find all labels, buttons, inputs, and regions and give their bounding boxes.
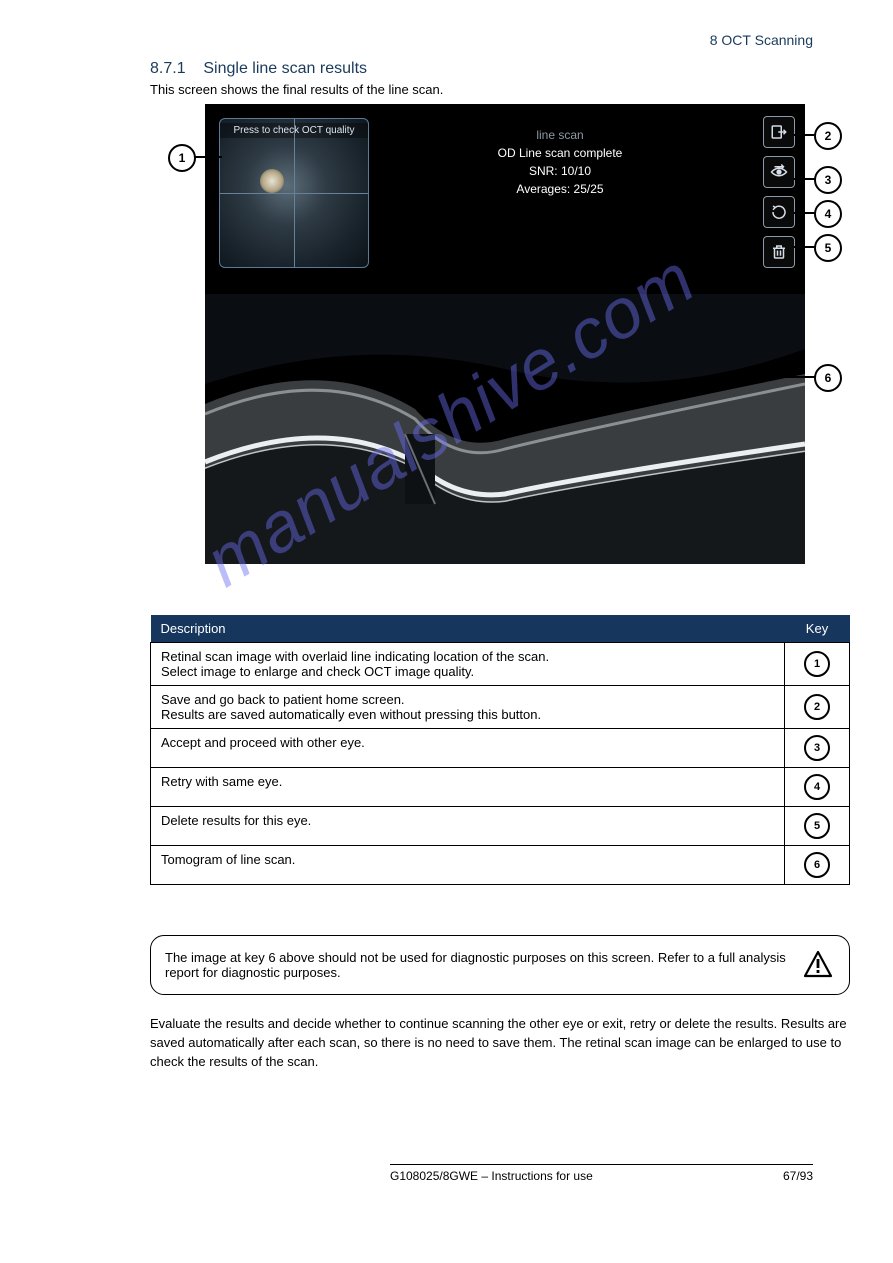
caution-box: The image at key 6 above should not be u… [150, 935, 850, 995]
legend-text: Retinal scan image with overlaid line in… [161, 649, 774, 664]
footer-page: 67/93 [783, 1169, 813, 1183]
body-para: Evaluate the results and decide whether … [150, 1015, 850, 1072]
legend-key: 2 [804, 694, 830, 720]
scan-snr: SNR: 10/10 [385, 162, 735, 180]
caution-text: The image at key 6 above should not be u… [165, 950, 786, 980]
footer-doc: G108025/8GWE – Instructions for use [390, 1169, 593, 1183]
legend-header-row: Description Key [151, 615, 850, 643]
legend-row: Delete results for this eye. 5 [151, 807, 850, 846]
oct-result-screenshot: Press to check OCT quality line scan OD … [205, 104, 805, 564]
legend-header-key: Key [785, 615, 850, 643]
callout-3: 3 [814, 166, 842, 194]
warning-icon [803, 950, 833, 981]
legend-row: Retry with same eye. 4 [151, 768, 850, 807]
legend-row: Accept and proceed with other eye. 3 [151, 729, 850, 768]
intro-text: This screen shows the final results of t… [150, 82, 443, 97]
legend-text: Retry with same eye. [151, 768, 785, 807]
callout-1: 1 [168, 144, 196, 172]
retry-button[interactable] [763, 196, 795, 228]
section-number: 8.7.1 [150, 60, 186, 77]
switch-eye-button[interactable] [763, 156, 795, 188]
legend-row: Save and go back to patient home screen.… [151, 686, 850, 729]
legend-key: 6 [804, 852, 830, 878]
callout-2: 2 [814, 122, 842, 150]
page-footer: G108025/8GWE – Instructions for use 67/9… [390, 1164, 813, 1183]
legend-key: 1 [804, 651, 830, 677]
legend-row: Tomogram of line scan. 6 [151, 846, 850, 885]
legend-text: Results are saved automatically even wit… [161, 707, 774, 722]
legend-text: Tomogram of line scan. [151, 846, 785, 885]
legend-text: Accept and proceed with other eye. [151, 729, 785, 768]
callout-6: 6 [814, 364, 842, 392]
header-section-no: 8 [710, 32, 718, 48]
legend-key: 3 [804, 735, 830, 761]
scan-info: line scan OD Line scan complete SNR: 10/… [385, 126, 735, 198]
scan-mode: line scan [385, 126, 735, 144]
legend-text: Select image to enlarge and check OCT im… [161, 664, 774, 679]
callout-4: 4 [814, 200, 842, 228]
legend-text: Save and go back to patient home screen. [161, 692, 774, 707]
legend-key: 4 [804, 774, 830, 800]
legend-header-desc: Description [151, 615, 785, 643]
delete-button[interactable] [763, 236, 795, 268]
scan-averages: Averages: 25/25 [385, 180, 735, 198]
legend-text: Delete results for this eye. [151, 807, 785, 846]
retina-thumbnail[interactable]: Press to check OCT quality [219, 118, 369, 268]
legend-row: Retinal scan image with overlaid line in… [151, 643, 850, 686]
callout-5: 5 [814, 234, 842, 262]
section-title: Single line scan results [203, 60, 367, 77]
scan-status: OD Line scan complete [385, 144, 735, 162]
page-header: 8 OCT Scanning [390, 32, 813, 48]
bscan-tomogram [205, 294, 805, 564]
section-number-title: 8.7.1 Single line scan results [150, 60, 367, 78]
legend-table: Description Key Retinal scan image with … [150, 615, 850, 885]
legend-key: 5 [804, 813, 830, 839]
save-exit-button[interactable] [763, 116, 795, 148]
header-section-name: OCT Scanning [721, 32, 813, 48]
